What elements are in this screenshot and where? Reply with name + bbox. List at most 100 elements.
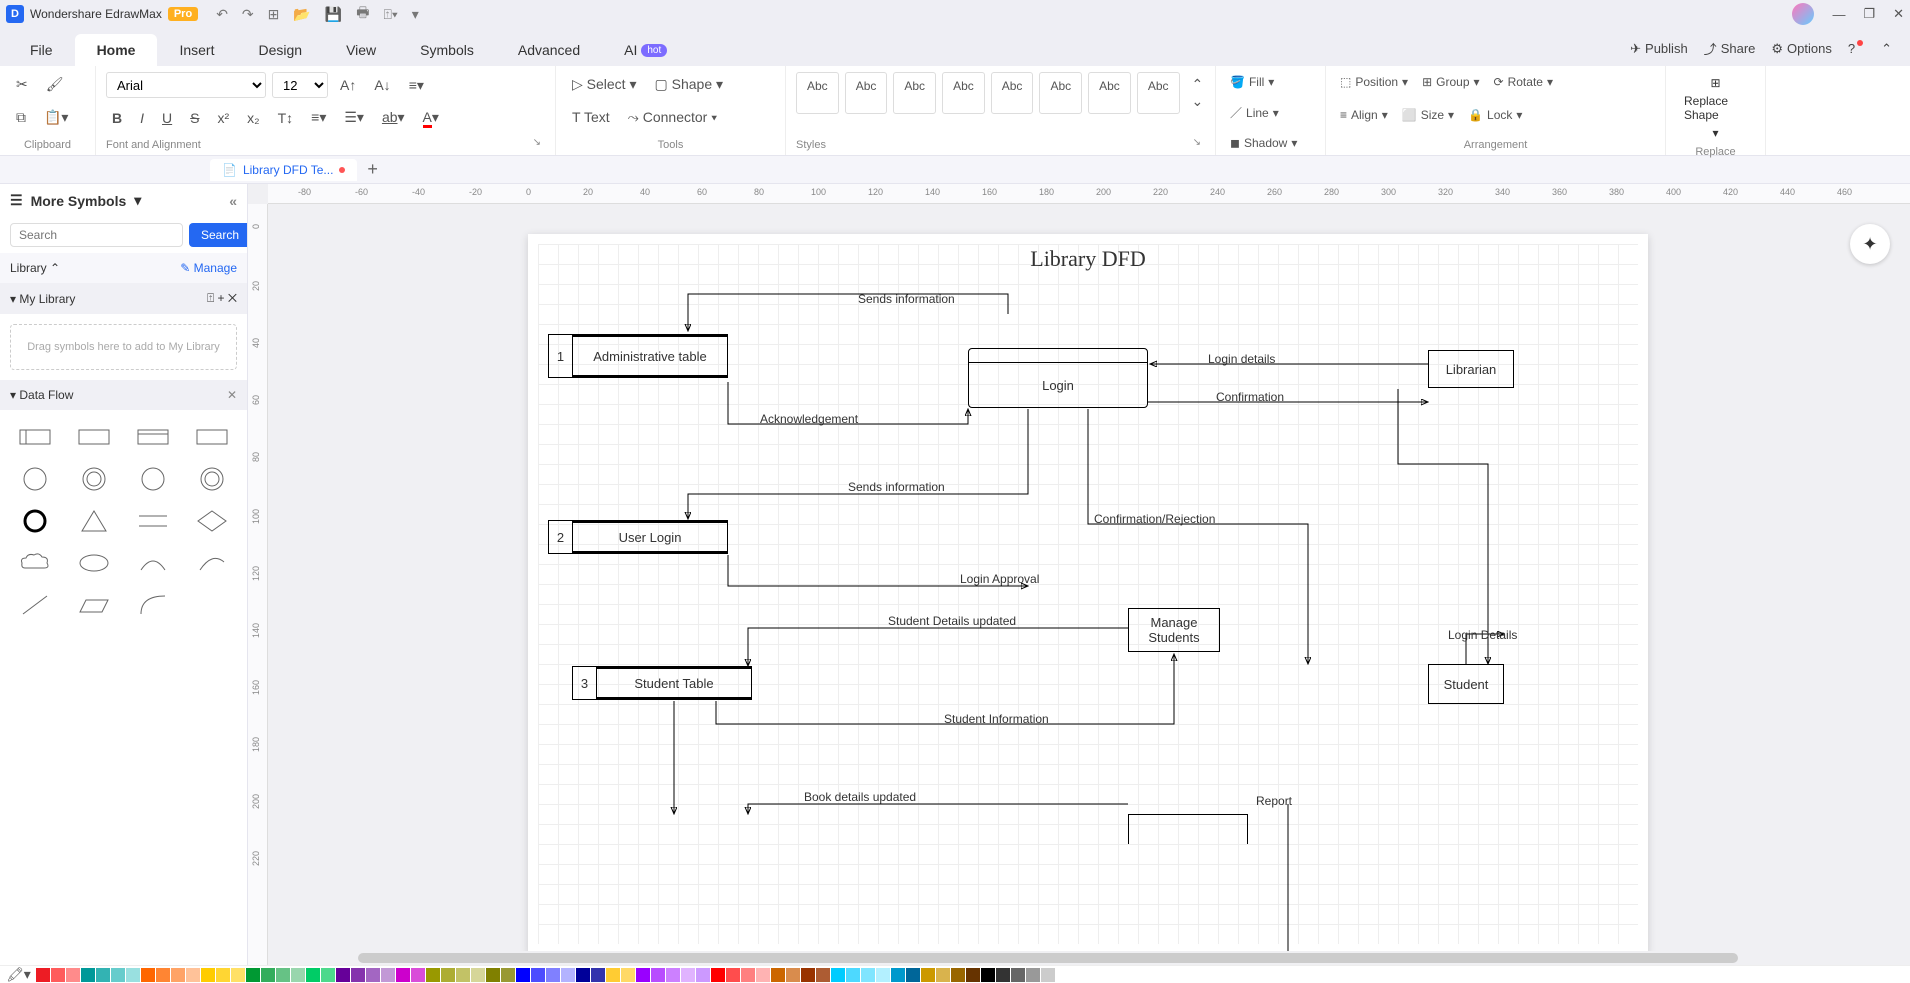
color-swatch[interactable] bbox=[471, 968, 485, 982]
subscript-icon[interactable]: x₂ bbox=[241, 106, 265, 130]
color-swatch[interactable] bbox=[456, 968, 470, 982]
shape-circle-2[interactable] bbox=[69, 462, 120, 496]
style-preset-5[interactable]: Abc bbox=[991, 72, 1034, 114]
font-size-select[interactable]: 12 bbox=[272, 72, 328, 98]
entity-student[interactable]: Student bbox=[1428, 664, 1504, 704]
redo-icon[interactable]: ↷ bbox=[242, 6, 254, 23]
position-button[interactable]: ⬚ Position▾ bbox=[1336, 72, 1412, 92]
new-tab-button[interactable]: + bbox=[367, 159, 378, 180]
color-swatch[interactable] bbox=[1011, 968, 1025, 982]
undo-icon[interactable]: ↶ bbox=[216, 6, 228, 23]
color-swatch[interactable] bbox=[831, 968, 845, 982]
style-preset-3[interactable]: Abc bbox=[893, 72, 936, 114]
symbol-search-input[interactable] bbox=[10, 223, 183, 247]
color-swatch[interactable] bbox=[231, 968, 245, 982]
my-library-header[interactable]: ▾ My Library bbox=[10, 292, 75, 306]
style-preset-4[interactable]: Abc bbox=[942, 72, 985, 114]
tab-ai[interactable]: AIhot bbox=[602, 34, 689, 66]
color-swatch[interactable] bbox=[726, 968, 740, 982]
color-swatch[interactable] bbox=[771, 968, 785, 982]
collapse-ribbon-icon[interactable]: ⌃ bbox=[1881, 41, 1892, 57]
symbol-search-button[interactable]: Search bbox=[189, 223, 248, 247]
color-swatch[interactable] bbox=[816, 968, 830, 982]
color-swatch[interactable] bbox=[336, 968, 350, 982]
tab-file[interactable]: File bbox=[8, 34, 75, 66]
style-preset-2[interactable]: Abc bbox=[845, 72, 888, 114]
shape-ellipse[interactable] bbox=[69, 546, 120, 580]
color-swatch[interactable] bbox=[306, 968, 320, 982]
shape-skew-rect[interactable] bbox=[69, 588, 120, 622]
color-swatch[interactable] bbox=[276, 968, 290, 982]
tab-advanced[interactable]: Advanced bbox=[496, 34, 602, 66]
user-avatar[interactable] bbox=[1792, 3, 1814, 25]
hamburger-icon[interactable]: ☰ bbox=[10, 192, 23, 209]
shape-diamond[interactable] bbox=[186, 504, 237, 538]
color-swatch[interactable] bbox=[261, 968, 275, 982]
paste-icon[interactable]: 📋▾ bbox=[38, 105, 74, 130]
shape-triangle[interactable] bbox=[69, 504, 120, 538]
document-tab[interactable]: 📄 Library DFD Te... bbox=[210, 159, 357, 181]
color-swatch[interactable] bbox=[711, 968, 725, 982]
ai-sparkle-button[interactable]: ✦ bbox=[1850, 224, 1890, 264]
entity-librarian[interactable]: Librarian bbox=[1428, 350, 1514, 388]
minimize-icon[interactable]: — bbox=[1832, 7, 1845, 22]
datastore-2[interactable]: 2User Login bbox=[548, 520, 728, 554]
color-swatch[interactable] bbox=[321, 968, 335, 982]
color-swatch[interactable] bbox=[441, 968, 455, 982]
color-swatch[interactable] bbox=[666, 968, 680, 982]
tab-symbols[interactable]: Symbols bbox=[398, 34, 496, 66]
color-swatch[interactable] bbox=[936, 968, 950, 982]
color-swatch[interactable] bbox=[141, 968, 155, 982]
color-swatch[interactable] bbox=[606, 968, 620, 982]
cut-icon[interactable]: ✂ bbox=[10, 72, 34, 97]
share-button[interactable]: ⤴ Share bbox=[1704, 39, 1756, 58]
text-tool[interactable]: T Text bbox=[566, 105, 616, 129]
color-swatch[interactable] bbox=[996, 968, 1010, 982]
color-swatch[interactable] bbox=[576, 968, 590, 982]
page[interactable]: Library DFD bbox=[528, 234, 1648, 954]
align-icon[interactable]: ≡▾ bbox=[403, 73, 430, 98]
highlight-icon[interactable]: ab▾ bbox=[376, 105, 411, 130]
color-swatch[interactable] bbox=[66, 968, 80, 982]
shape-datastore-2[interactable] bbox=[69, 420, 120, 454]
shape-datastore-3[interactable] bbox=[128, 420, 179, 454]
color-swatch[interactable] bbox=[486, 968, 500, 982]
color-swatch[interactable] bbox=[906, 968, 920, 982]
export-icon[interactable]: ⍐▾ bbox=[383, 6, 397, 23]
color-swatch[interactable] bbox=[291, 968, 305, 982]
line-button[interactable]: ／ Line ▾ bbox=[1226, 101, 1315, 124]
library-dropdown[interactable]: Library ⌃ bbox=[10, 261, 60, 275]
qat-more-icon[interactable]: ▾ bbox=[412, 6, 419, 23]
style-preset-6[interactable]: Abc bbox=[1039, 72, 1082, 114]
open-icon[interactable]: 📂 bbox=[293, 6, 310, 23]
datastore-1[interactable]: 1Administrative table bbox=[548, 334, 728, 378]
color-swatch[interactable] bbox=[126, 968, 140, 982]
tab-home[interactable]: Home bbox=[75, 34, 158, 66]
shape-cloud[interactable] bbox=[10, 546, 61, 580]
dataflow-header[interactable]: ▾ Data Flow bbox=[10, 388, 73, 402]
font-color-icon[interactable]: A▾ bbox=[417, 105, 445, 130]
color-swatch[interactable] bbox=[1026, 968, 1040, 982]
bold-icon[interactable]: B bbox=[106, 106, 128, 130]
color-swatch[interactable] bbox=[81, 968, 95, 982]
color-swatch[interactable] bbox=[651, 968, 665, 982]
italic-icon[interactable]: I bbox=[134, 106, 150, 130]
decrease-font-icon[interactable]: A↓ bbox=[368, 73, 396, 97]
styles-dialog-launcher[interactable]: ↘ bbox=[1193, 137, 1205, 153]
new-icon[interactable]: ⊞ bbox=[268, 6, 280, 23]
shape-curve[interactable] bbox=[128, 588, 179, 622]
canvas[interactable]: -80-60-40-200204060801001201401601802002… bbox=[248, 184, 1910, 965]
color-swatch[interactable] bbox=[531, 968, 545, 982]
color-swatch[interactable] bbox=[366, 968, 380, 982]
color-swatch[interactable] bbox=[801, 968, 815, 982]
publish-button[interactable]: ✈ Publish bbox=[1630, 41, 1688, 57]
shape-circle-bold[interactable] bbox=[10, 504, 61, 538]
text-direction-icon[interactable]: T↕ bbox=[272, 106, 300, 130]
color-swatch[interactable] bbox=[246, 968, 260, 982]
color-swatch[interactable] bbox=[621, 968, 635, 982]
increase-font-icon[interactable]: A↑ bbox=[334, 73, 362, 97]
collapse-panel-icon[interactable]: « bbox=[229, 193, 237, 209]
shape-line[interactable] bbox=[10, 588, 61, 622]
save-icon[interactable]: 💾 bbox=[325, 6, 342, 23]
color-swatch[interactable] bbox=[756, 968, 770, 982]
